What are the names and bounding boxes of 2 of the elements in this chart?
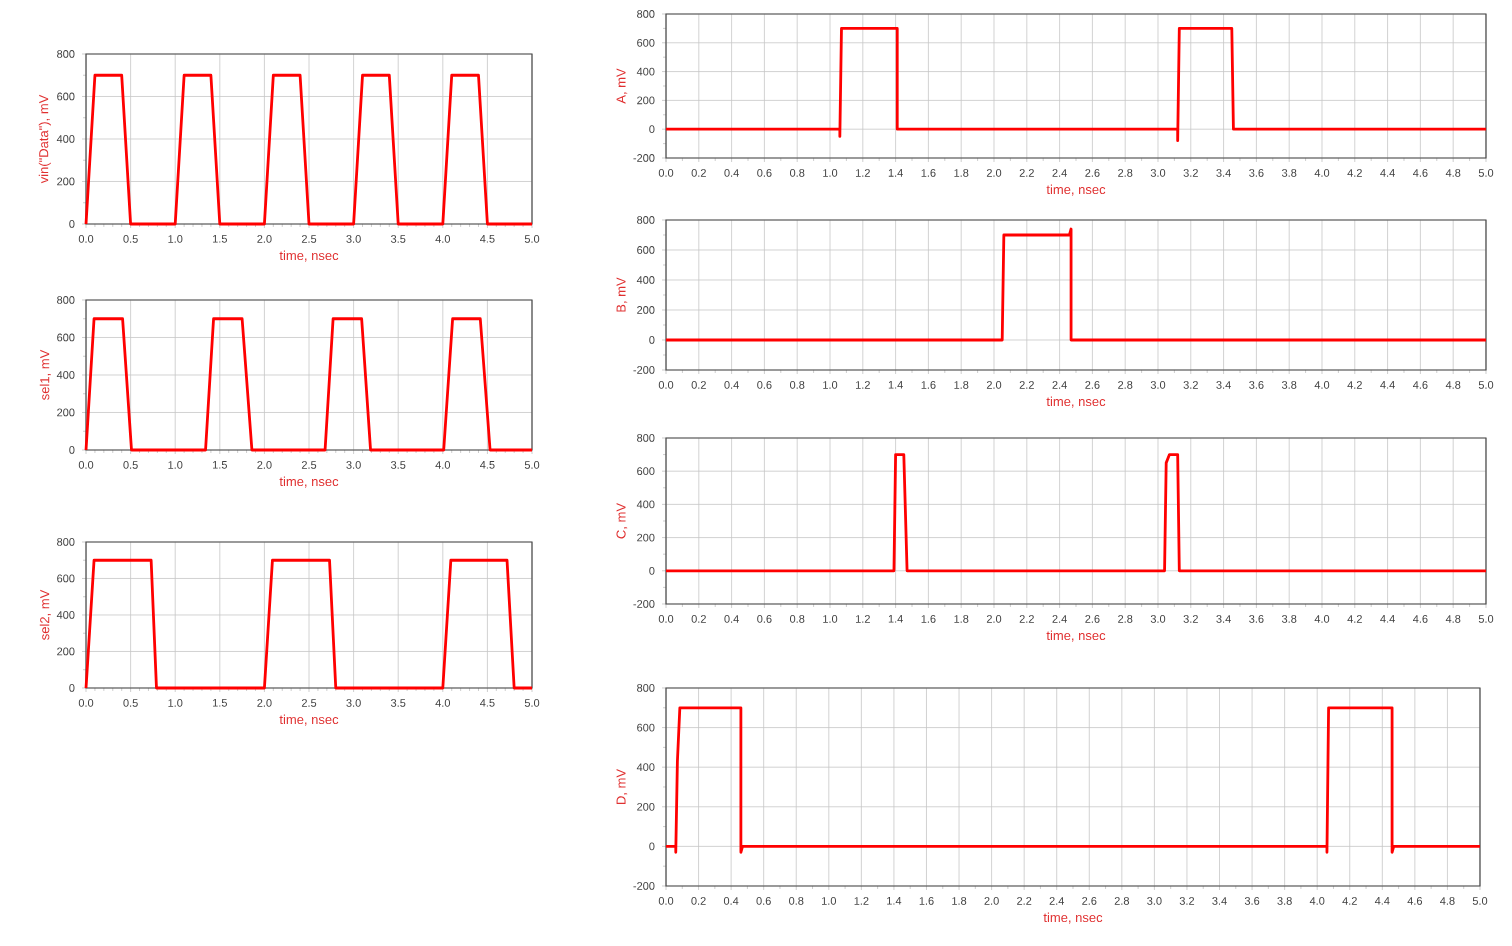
line-series xyxy=(664,26,1488,143)
line-series xyxy=(664,706,1482,854)
